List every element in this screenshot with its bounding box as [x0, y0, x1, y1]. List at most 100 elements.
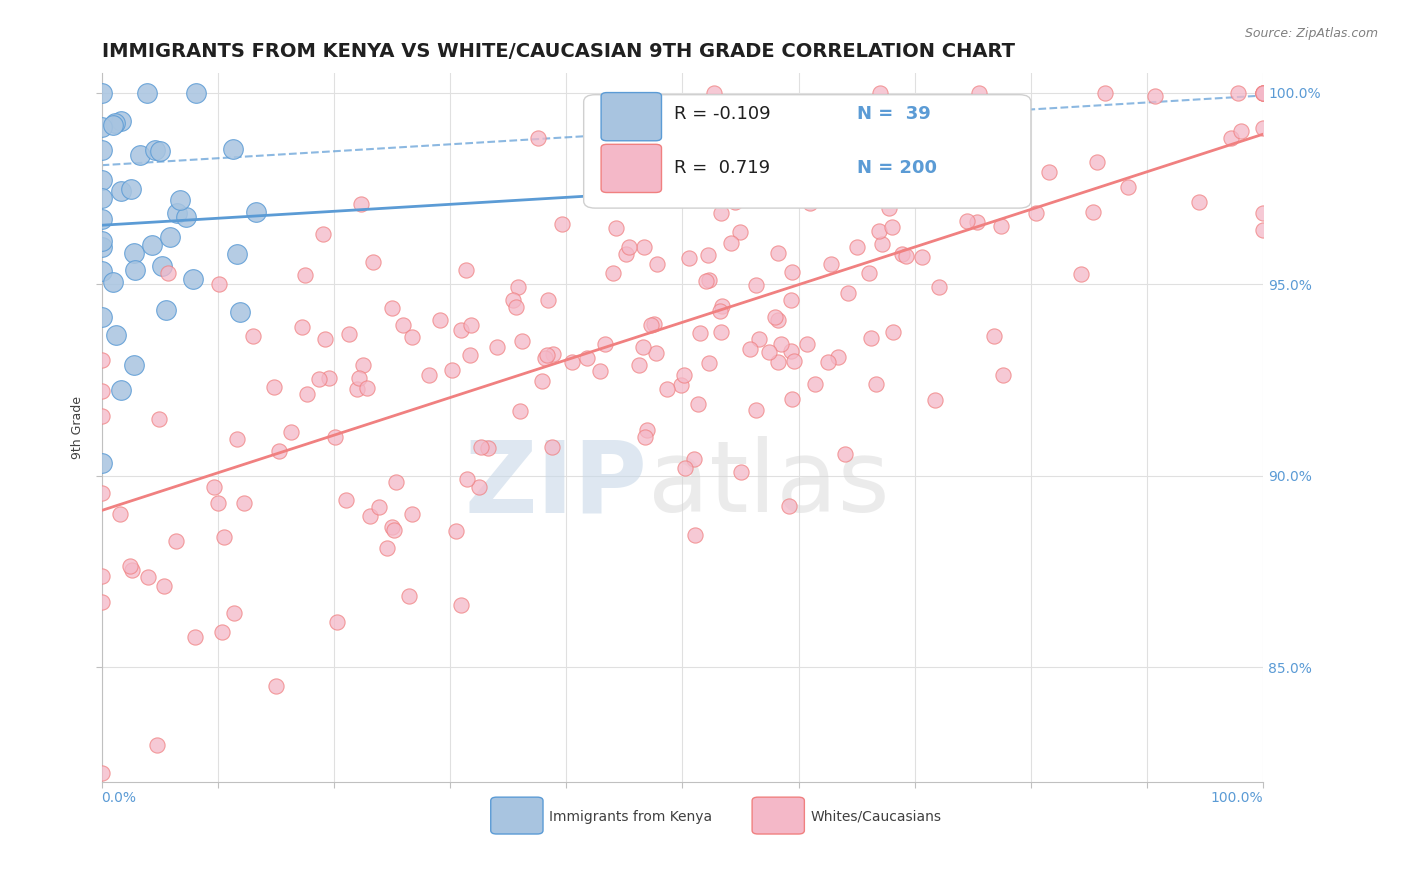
Point	[845, 240, 868, 254]
Point	[710, 325, 733, 339]
Point	[361, 254, 384, 268]
Point	[90, 456, 112, 470]
Point	[510, 334, 533, 348]
Point	[124, 246, 146, 260]
Point	[561, 354, 583, 368]
FancyBboxPatch shape	[752, 797, 804, 834]
Point	[90, 144, 112, 158]
Point	[90, 409, 112, 423]
Point	[350, 196, 373, 211]
Point	[385, 475, 408, 489]
Point	[222, 606, 245, 620]
Point	[458, 348, 481, 362]
Point	[1251, 86, 1274, 100]
Point	[633, 340, 655, 354]
Point	[222, 142, 245, 156]
Point	[673, 368, 696, 383]
Point	[90, 235, 112, 249]
Point	[1251, 86, 1274, 100]
Point	[90, 384, 112, 399]
Point	[588, 188, 610, 202]
Point	[381, 301, 404, 315]
Point	[280, 425, 302, 439]
Point	[540, 440, 562, 454]
Point	[90, 120, 112, 135]
Point	[155, 302, 177, 317]
FancyBboxPatch shape	[602, 93, 661, 141]
Point	[865, 376, 887, 391]
Point	[869, 86, 891, 100]
Point	[90, 353, 112, 368]
Point	[392, 318, 415, 333]
Point	[780, 293, 803, 308]
Point	[375, 541, 398, 556]
Point	[589, 364, 612, 378]
Point	[730, 225, 752, 239]
Point	[616, 188, 638, 202]
Point	[314, 332, 336, 346]
Point	[166, 206, 188, 220]
Point	[1251, 86, 1274, 100]
Point	[225, 432, 247, 446]
Point	[263, 380, 285, 394]
Point	[697, 248, 720, 262]
Point	[834, 447, 856, 461]
Text: ZIP: ZIP	[465, 436, 648, 533]
Point	[440, 363, 463, 377]
Point	[689, 326, 711, 340]
Point	[120, 182, 142, 196]
Point	[502, 293, 524, 307]
Point	[882, 325, 904, 339]
Text: 0.0%: 0.0%	[101, 791, 136, 805]
Text: 100.0%: 100.0%	[1211, 791, 1263, 805]
Point	[506, 280, 529, 294]
Text: N = 200: N = 200	[856, 159, 936, 177]
Point	[683, 528, 706, 542]
Point	[780, 265, 803, 279]
Point	[337, 326, 360, 341]
Point	[347, 371, 370, 385]
Point	[645, 257, 668, 271]
Point	[804, 377, 827, 392]
Point	[90, 173, 112, 187]
Point	[150, 259, 173, 273]
Text: R = -0.109: R = -0.109	[675, 105, 770, 123]
Point	[817, 355, 839, 369]
Point	[184, 86, 207, 100]
FancyBboxPatch shape	[602, 145, 661, 193]
Point	[159, 230, 181, 244]
Point	[820, 257, 842, 271]
Point	[90, 212, 112, 227]
Point	[911, 250, 934, 264]
Point	[1038, 164, 1060, 178]
Text: R =  0.719: R = 0.719	[675, 159, 770, 177]
Point	[485, 340, 508, 354]
Point	[245, 204, 267, 219]
Point	[1226, 86, 1249, 100]
Point	[655, 382, 678, 396]
Point	[356, 381, 378, 395]
Point	[90, 191, 112, 205]
Point	[617, 240, 640, 254]
Point	[90, 595, 112, 609]
Point	[1251, 86, 1274, 100]
Point	[318, 371, 340, 385]
Point	[141, 238, 163, 252]
Point	[730, 465, 752, 479]
Point	[633, 240, 655, 254]
Point	[212, 530, 235, 544]
Point	[124, 358, 146, 372]
FancyBboxPatch shape	[583, 95, 1031, 208]
Point	[949, 167, 972, 181]
Point	[121, 563, 143, 577]
Point	[149, 144, 172, 158]
Point	[1094, 86, 1116, 100]
Text: Source: ZipAtlas.com: Source: ZipAtlas.com	[1244, 27, 1378, 40]
Point	[456, 262, 478, 277]
Point	[1070, 267, 1092, 281]
Point	[745, 402, 768, 417]
Point	[536, 348, 558, 362]
Point	[129, 148, 152, 162]
Point	[533, 351, 555, 366]
Point	[605, 220, 627, 235]
